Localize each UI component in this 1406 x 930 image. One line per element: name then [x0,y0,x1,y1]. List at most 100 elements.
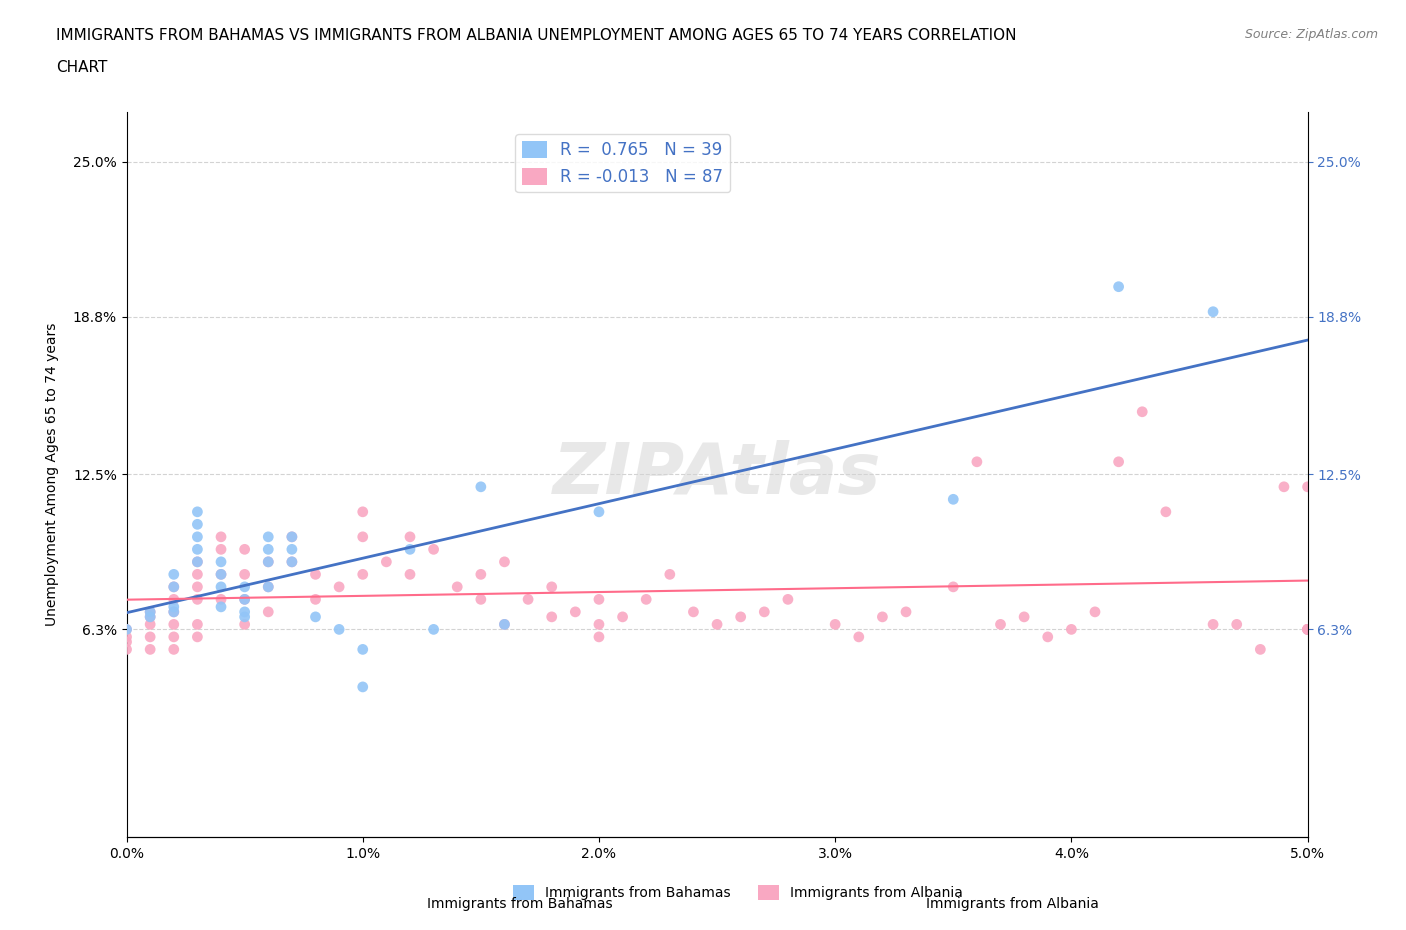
Point [375,554,398,569]
Point [1272,479,1295,494]
Point [730,609,752,624]
Point [139,630,162,644]
Point [233,609,256,624]
Point [1154,504,1177,519]
Point [163,642,186,657]
Point [304,567,326,582]
Point [281,529,304,544]
Point [540,579,562,594]
Point [139,617,162,631]
Point [352,504,374,519]
Point [399,529,422,544]
Point [186,542,208,557]
Legend: R =  0.765   N = 39, R = -0.013   N = 87: R = 0.765 N = 39, R = -0.013 N = 87 [515,135,730,193]
Point [257,604,280,619]
Point [588,617,610,631]
Point [209,567,232,582]
Point [163,604,186,619]
Point [186,567,208,582]
Point [352,642,374,657]
Point [1296,479,1319,494]
Point [186,579,208,594]
Point [115,634,138,649]
Text: ZIPAtlas: ZIPAtlas [553,440,882,509]
Y-axis label: Unemployment Among Ages 65 to 74 years: Unemployment Among Ages 65 to 74 years [45,323,59,626]
Point [352,680,374,695]
Point [470,567,492,582]
Point [682,604,704,619]
Point [304,591,326,606]
Point [564,604,586,619]
Point [257,542,280,557]
Point [942,492,965,507]
Point [1296,622,1319,637]
Point [186,591,208,606]
Point [1130,405,1153,419]
Point [115,642,138,657]
Point [1036,630,1059,644]
Point [1012,609,1035,624]
Point [588,504,610,519]
Point [328,622,350,637]
Point [1202,617,1225,631]
Point [872,609,894,624]
Point [1249,642,1271,657]
Point [186,554,208,569]
Point [186,554,208,569]
Point [517,591,540,606]
Point [352,529,374,544]
Point [281,554,304,569]
Point [163,579,186,594]
Point [776,591,799,606]
Point [636,591,658,606]
Point [209,591,232,606]
Point [1296,622,1319,637]
Point [470,591,492,606]
Point [494,617,516,631]
Point [588,630,610,644]
Point [399,567,422,582]
Point [139,604,162,619]
Point [233,604,256,619]
Point [233,617,256,631]
Point [824,617,846,631]
Point [848,630,870,644]
Point [281,542,304,557]
Point [281,529,304,544]
Point [894,604,917,619]
Point [163,630,186,644]
Point [1296,622,1319,637]
Point [163,591,186,606]
Point [658,567,681,582]
Point [1060,622,1083,637]
Point [209,579,232,594]
Point [257,579,280,594]
Point [446,579,468,594]
Point [257,529,280,544]
Point [422,542,444,557]
Point [233,591,256,606]
Point [209,554,232,569]
Text: IMMIGRANTS FROM BAHAMAS VS IMMIGRANTS FROM ALBANIA UNEMPLOYMENT AMONG AGES 65 TO: IMMIGRANTS FROM BAHAMAS VS IMMIGRANTS FR… [56,28,1017,43]
Point [163,617,186,631]
Point [139,609,162,624]
Point [470,479,492,494]
Point [281,554,304,569]
Point [352,567,374,582]
Point [233,567,256,582]
Point [115,622,138,637]
Point [706,617,728,631]
Point [233,542,256,557]
Point [399,542,422,557]
Point [163,600,186,615]
Point [209,529,232,544]
Point [494,617,516,631]
Point [540,609,562,624]
Point [1108,455,1130,470]
Point [139,604,162,619]
Point [1108,279,1130,294]
Point [754,604,776,619]
Point [257,554,280,569]
Point [186,529,208,544]
Point [139,642,162,657]
